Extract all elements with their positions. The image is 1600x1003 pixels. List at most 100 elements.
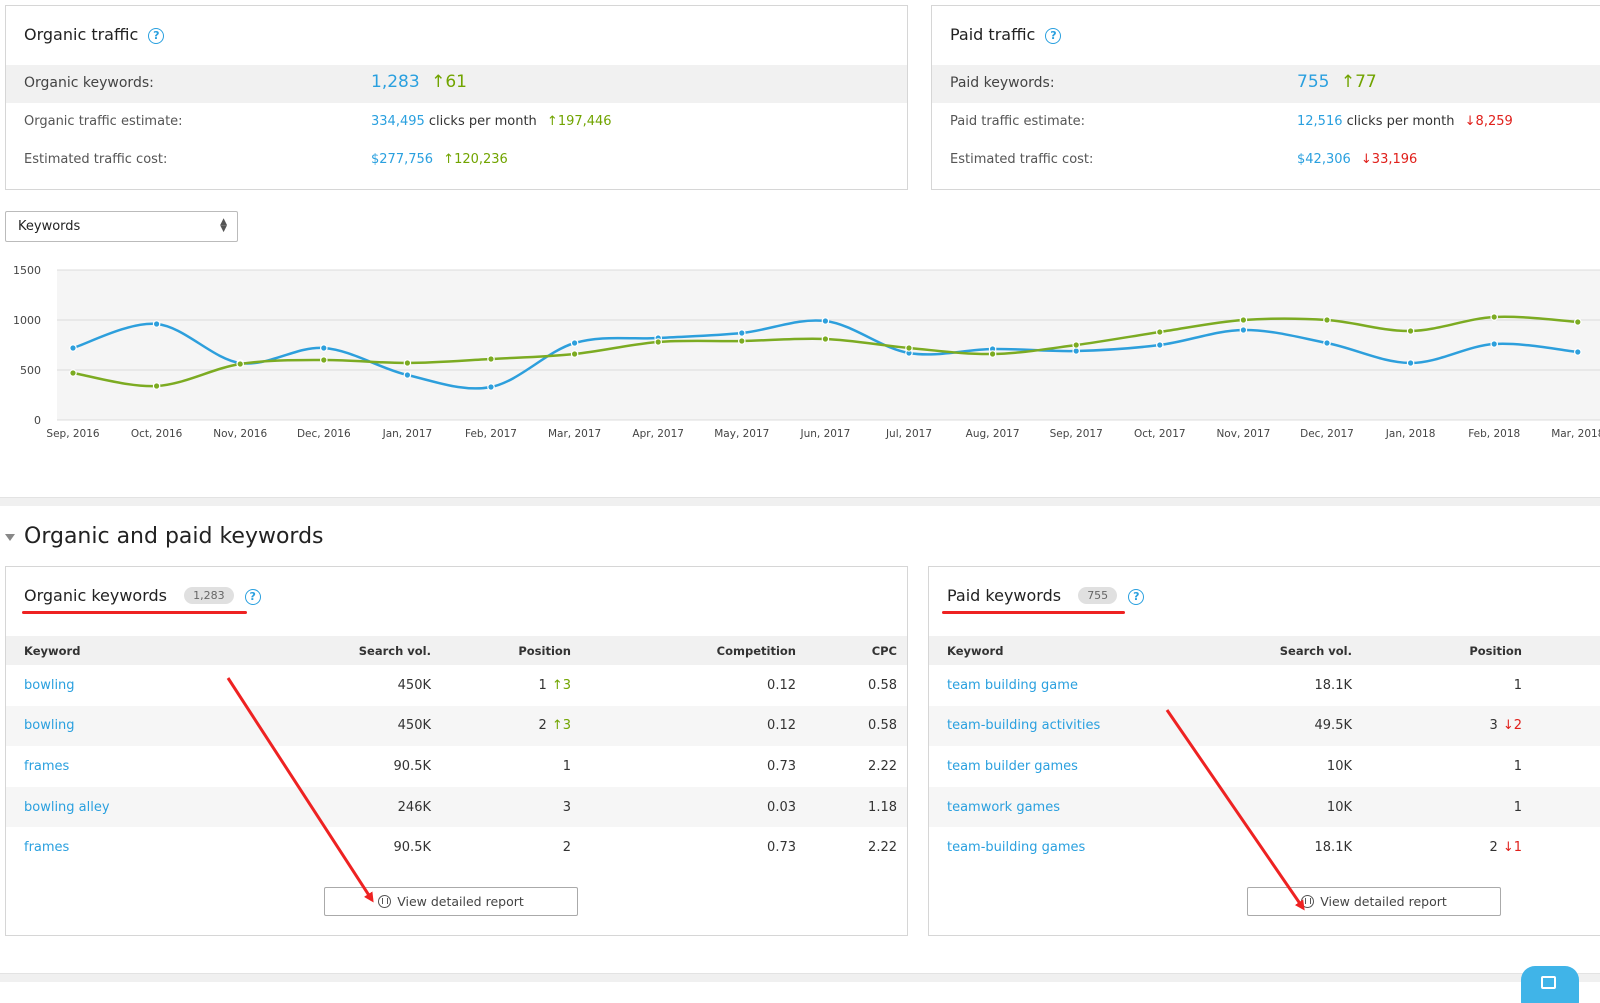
chat-widget-button[interactable]: [1521, 966, 1579, 1003]
table-row: team-building activities 49.5K 3 ↓2: [929, 705, 1600, 747]
help-icon[interactable]: ?: [1045, 28, 1062, 44]
x-tick-label: Aug, 2017: [966, 428, 1020, 440]
table-header-row: Keyword Search vol. Position: [929, 636, 1600, 665]
x-tick-label: May, 2017: [714, 428, 769, 440]
search-vol-cell: 18.1K: [1314, 840, 1352, 856]
data-point[interactable]: [1072, 341, 1081, 349]
column-header-keyword[interactable]: Keyword: [6, 636, 186, 665]
x-tick-label: Dec, 2017: [1300, 428, 1354, 440]
data-point[interactable]: [1406, 359, 1415, 367]
paid-traffic-estimate-change: ↓8,259: [1464, 114, 1513, 129]
cpc-cell: 1.18: [796, 786, 907, 828]
help-icon[interactable]: ?: [148, 28, 165, 44]
data-point[interactable]: [236, 360, 245, 368]
data-point[interactable]: [570, 350, 579, 358]
help-icon[interactable]: ?: [244, 589, 261, 605]
data-point[interactable]: [69, 344, 77, 352]
data-point[interactable]: [1323, 339, 1331, 347]
organic-traffic-estimate-wrap: 334,495 clicks per month ↑197,446: [371, 114, 612, 129]
data-point[interactable]: [487, 355, 495, 363]
data-point[interactable]: [1574, 348, 1582, 356]
position-change: ↓1: [1502, 840, 1522, 856]
metric-select[interactable]: Keywords ▲ ▼: [5, 211, 238, 242]
data-point[interactable]: [1239, 326, 1248, 334]
keyword-link[interactable]: team building game: [947, 677, 1078, 693]
position-change: ↓2: [1502, 718, 1522, 734]
view-detailed-report-button[interactable]: View detailed report: [324, 887, 578, 916]
column-header-search-vol[interactable]: Search vol.: [1129, 636, 1352, 665]
paid-traffic-cost-label: Estimated traffic cost:: [950, 152, 1094, 167]
column-header-keyword[interactable]: Keyword: [929, 636, 1129, 665]
position-value: 2: [562, 840, 571, 856]
data-point[interactable]: [570, 339, 579, 347]
data-point[interactable]: [737, 337, 746, 345]
column-header-position[interactable]: Position: [1352, 636, 1522, 665]
data-point[interactable]: [319, 344, 328, 352]
data-point[interactable]: [737, 329, 746, 337]
y-tick-label: 1000: [13, 314, 41, 327]
organic-keywords-value[interactable]: 1,283: [371, 72, 420, 92]
paid-keywords-title-text: Paid keywords: [947, 586, 1062, 605]
empty-cell: [1522, 665, 1600, 706]
data-point[interactable]: [152, 382, 161, 390]
view-detailed-report-button[interactable]: View detailed report: [1247, 887, 1501, 916]
keyword-link[interactable]: frames: [24, 758, 70, 774]
organic-keywords-title: Organic keywords 1,283 ?: [24, 586, 261, 605]
paid-traffic-cost-value[interactable]: $42,306: [1297, 152, 1351, 167]
table-header-row: Keyword Search vol. Position Competition…: [6, 636, 907, 665]
keyword-link[interactable]: bowling alley: [24, 799, 110, 815]
x-tick-label: Dec, 2016: [297, 428, 351, 440]
data-point[interactable]: [821, 317, 830, 325]
paid-traffic-estimate-label: Paid traffic estimate:: [950, 114, 1086, 129]
data-point[interactable]: [1323, 316, 1331, 324]
organic-traffic-unit: clicks per month: [428, 114, 537, 129]
data-point[interactable]: [403, 371, 412, 379]
data-point[interactable]: [905, 344, 913, 352]
keyword-link[interactable]: teamwork games: [947, 799, 1060, 815]
data-point[interactable]: [319, 356, 328, 364]
help-icon[interactable]: ?: [1128, 589, 1145, 605]
column-header-search-vol[interactable]: Search vol.: [186, 636, 431, 665]
data-point[interactable]: [1490, 340, 1499, 348]
keyword-link[interactable]: team-building games: [947, 840, 1086, 856]
data-point[interactable]: [1156, 341, 1164, 349]
column-header-cpc[interactable]: CPC: [796, 636, 907, 665]
position-value: 1: [1513, 758, 1522, 774]
search-vol-cell: 450K: [397, 677, 431, 693]
search-vol-cell: 90.5K: [393, 840, 431, 856]
keyword-cell: bowling alley: [6, 786, 186, 828]
paid-traffic-unit: clicks per month: [1346, 114, 1455, 129]
data-point[interactable]: [1490, 313, 1499, 321]
keyword-link[interactable]: bowling: [24, 718, 75, 734]
data-point[interactable]: [654, 338, 663, 346]
keyword-link[interactable]: team-building activities: [947, 718, 1101, 734]
data-point[interactable]: [487, 383, 495, 391]
x-tick-label: Oct, 2017: [1134, 428, 1186, 440]
column-header-competition[interactable]: Competition: [571, 636, 796, 665]
organic-traffic-estimate-value[interactable]: 334,495: [371, 114, 425, 129]
data-point[interactable]: [1406, 327, 1415, 335]
paid-keywords-value[interactable]: 755: [1297, 72, 1330, 92]
section-divider: [0, 497, 1600, 506]
organic-traffic-cost-value[interactable]: $277,756: [371, 152, 434, 167]
data-point[interactable]: [152, 320, 161, 328]
data-point[interactable]: [1156, 328, 1164, 336]
data-point[interactable]: [403, 359, 412, 367]
paid-traffic-estimate-value[interactable]: 12,516: [1297, 114, 1343, 129]
table-row: bowling 450K 2 ↑3 0.12 0.58: [6, 705, 907, 747]
position-value: 3: [1489, 718, 1498, 734]
table-row: bowling 450K 1 ↑3 0.12 0.58: [6, 665, 907, 706]
data-point[interactable]: [1239, 316, 1248, 324]
keyword-link[interactable]: team builder games: [947, 758, 1078, 774]
data-point[interactable]: [988, 350, 997, 358]
keyword-link[interactable]: bowling: [24, 677, 75, 693]
position-value: 2: [538, 718, 547, 734]
keyword-link[interactable]: frames: [24, 840, 70, 856]
data-point[interactable]: [69, 369, 77, 377]
organic-traffic-estimate-change: ↑197,446: [546, 114, 612, 129]
data-point[interactable]: [1574, 318, 1582, 326]
column-header-position[interactable]: Position: [431, 636, 571, 665]
empty-cell: [1522, 746, 1600, 787]
collapse-triangle-icon[interactable]: [5, 534, 15, 541]
data-point[interactable]: [821, 335, 830, 343]
